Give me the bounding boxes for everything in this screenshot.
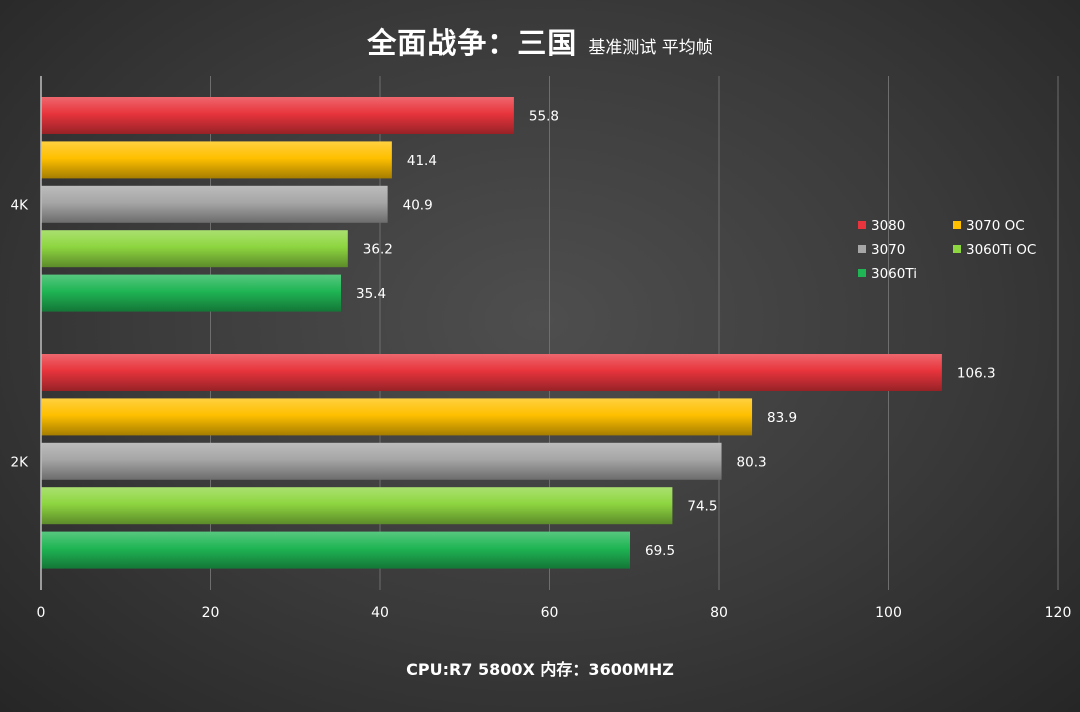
x-tick-label: 100 (875, 605, 902, 621)
bar-4k-3060ti (41, 274, 342, 312)
x-tick-label: 60 (541, 605, 559, 621)
bar-2k-3080 (41, 354, 942, 391)
data-label: 69.5 (645, 543, 675, 559)
x-tick-label: 120 (1045, 605, 1072, 621)
bar-2k-3070-oc (41, 398, 753, 436)
data-label: 55.8 (529, 109, 559, 125)
x-axis-title: CPU:R7 5800X 内存：3600MHZ (406, 660, 674, 679)
x-tick-label: 0 (37, 605, 46, 621)
legend: 3080 3070 OC 3070 3060Ti OC 3060Ti (858, 218, 1036, 282)
data-label: 36.2 (363, 242, 393, 258)
data-label: 80.3 (737, 454, 767, 470)
legend-swatch (953, 221, 961, 229)
data-label: 106.3 (957, 366, 996, 382)
bar-layer (41, 97, 942, 569)
y-category-label: 4K (11, 197, 30, 213)
legend-swatch (858, 221, 866, 229)
bar-2k-3060ti-oc (41, 487, 673, 525)
legend-label: 3060Ti (871, 266, 917, 282)
label-layer: 55.8 41.4 40.9 36.2 35.4 106.3 83.9 80.3 74.5 69.… (356, 109, 996, 560)
x-tick-label: 20 (202, 605, 220, 621)
legend-label: 3080 (871, 218, 905, 234)
chart-title: 全面战争：三国 (367, 26, 578, 60)
bar-4k-3070-oc (41, 141, 392, 179)
data-label: 74.5 (687, 499, 717, 515)
legend-label: 3070 OC (966, 218, 1025, 234)
legend-swatch (953, 245, 961, 253)
data-label: 41.4 (407, 153, 437, 169)
bar-4k-3080 (41, 97, 514, 134)
chart-subtitle: 基准测试 平均帧 (588, 38, 713, 58)
data-label: 40.9 (403, 197, 433, 213)
y-category-label: 2K (11, 454, 30, 470)
legend-label: 3060Ti OC (966, 242, 1036, 258)
data-label: 35.4 (356, 286, 386, 302)
bar-2k-3070 (41, 442, 722, 480)
legend-swatch (858, 269, 866, 277)
bar-4k-3060ti-oc (41, 230, 348, 268)
legend-label: 3070 (871, 242, 905, 258)
chart-title-row: 全面战争：三国 基准测试 平均帧 (0, 20, 1080, 62)
data-label: 83.9 (767, 410, 797, 426)
axis-layer: 0 20 40 60 80 100 120 4K 2K (11, 76, 1072, 621)
legend-swatch (858, 245, 866, 253)
bar-2k-3060ti (41, 531, 631, 569)
x-tick-label: 80 (710, 605, 728, 621)
bar-4k-3070 (41, 185, 388, 223)
x-tick-label: 40 (371, 605, 389, 621)
